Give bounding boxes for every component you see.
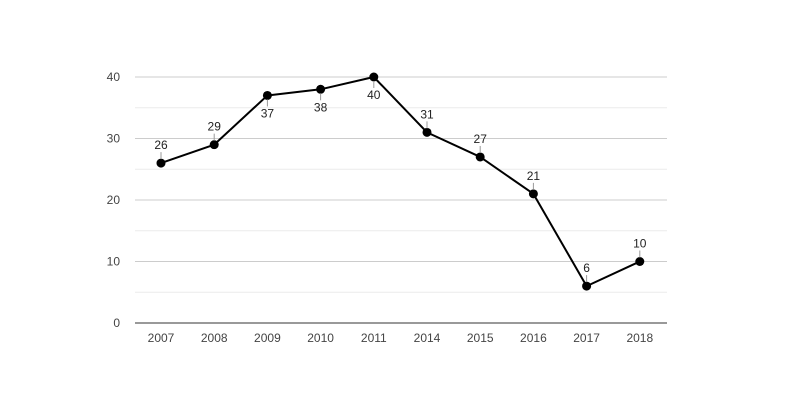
data-point bbox=[369, 72, 379, 82]
y-tick-label: 0 bbox=[113, 316, 120, 330]
data-point bbox=[635, 257, 645, 266]
x-tick-label: 2015 bbox=[467, 331, 494, 345]
data-point bbox=[422, 127, 432, 137]
data-label: 40 bbox=[367, 88, 381, 102]
data-label: 38 bbox=[314, 100, 328, 114]
data-label: 26 bbox=[154, 138, 168, 152]
data-point bbox=[528, 189, 538, 199]
data-point bbox=[582, 281, 592, 291]
data-label: 10 bbox=[633, 237, 647, 251]
x-tick-label: 2017 bbox=[573, 331, 600, 345]
grid bbox=[135, 76, 667, 293]
data-label: 6 bbox=[583, 261, 590, 275]
x-tick-label: 2009 bbox=[254, 331, 281, 345]
x-tick-label: 2016 bbox=[520, 331, 547, 345]
data-label: 31 bbox=[420, 107, 434, 121]
series bbox=[156, 72, 645, 291]
y-tick-label: 40 bbox=[107, 70, 121, 84]
series-line bbox=[160, 76, 641, 288]
y-tick-label: 30 bbox=[107, 132, 121, 146]
x-tick-label: 2011 bbox=[361, 331, 387, 345]
data-label: 27 bbox=[474, 132, 488, 146]
x-tick-label: 2008 bbox=[201, 331, 228, 345]
x-tick-label: 2014 bbox=[414, 331, 441, 345]
data-label: 21 bbox=[527, 169, 541, 183]
x-tick-label: 2010 bbox=[307, 331, 334, 345]
y-tick-label: 20 bbox=[107, 193, 121, 207]
data-point bbox=[475, 152, 485, 162]
y-tick-labels: 0 10 20 30 40 bbox=[107, 70, 121, 330]
data-point bbox=[209, 140, 219, 150]
y-tick-label: 10 bbox=[107, 255, 121, 269]
data-point bbox=[316, 84, 326, 94]
data-label: 29 bbox=[208, 120, 222, 134]
data-labels: 26 29 37 38 40 31 27 21 6 10 bbox=[154, 81, 647, 283]
data-point bbox=[156, 158, 166, 168]
x-tick-label: 2018 bbox=[626, 331, 653, 345]
x-tick-labels: 2007 2008 2009 2010 2011 2014 2015 2016 2017 2018 bbox=[148, 331, 654, 345]
x-tick-label: 2007 bbox=[148, 331, 175, 345]
data-label: 37 bbox=[261, 106, 275, 120]
data-point bbox=[262, 90, 272, 100]
